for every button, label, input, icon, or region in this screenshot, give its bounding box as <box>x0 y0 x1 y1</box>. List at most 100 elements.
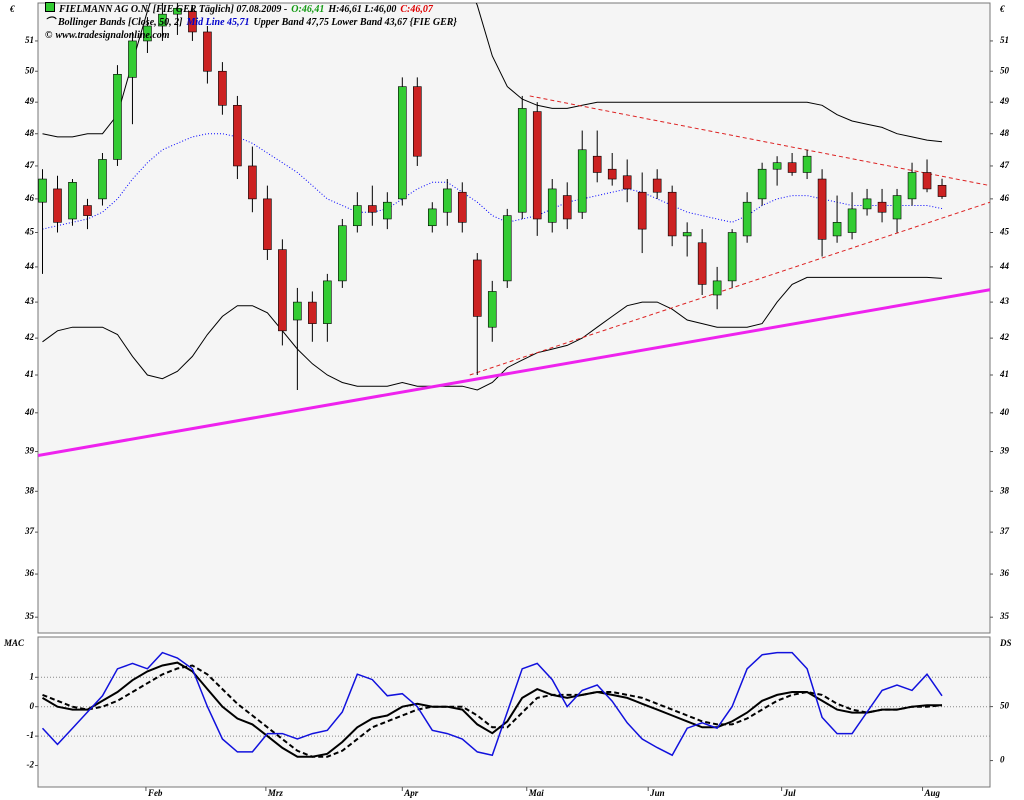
candle-body <box>607 168 617 180</box>
y2-tick-label: 0 <box>1000 755 1005 765</box>
y-tick-label: 40 <box>24 407 35 417</box>
candle-body <box>592 155 602 173</box>
y2-tick-label: 37 <box>999 526 1010 536</box>
y2-tick-label: 44 <box>999 261 1010 271</box>
y-tick-label: 41 <box>24 369 34 379</box>
y2-tick-label: 42 <box>999 332 1010 342</box>
candle-body <box>502 215 512 282</box>
indicator-line <box>42 664 943 758</box>
y2-tick-label: 45 <box>999 227 1010 237</box>
y-axis-label: MAC <box>3 638 25 648</box>
candle-body <box>517 108 527 213</box>
y-tick-label: 39 <box>24 446 35 456</box>
plot-area <box>37 2 991 634</box>
candle-body <box>667 191 677 237</box>
trend-line <box>38 288 990 457</box>
candle-body <box>203 31 212 72</box>
x-tick-label: Mrz <box>267 788 284 798</box>
candle-body <box>712 280 722 296</box>
candle-body <box>173 7 182 15</box>
axes-layer: € €35 35 36 36 37 37 38 38 39 39 40 40 41 41 42 42 43 43 44… <box>3 4 1012 798</box>
header-text: O:46,41 <box>291 4 325 15</box>
y2-tick-label: 50 <box>1000 65 1010 75</box>
candle-body <box>697 242 707 285</box>
candle-body <box>113 74 122 160</box>
candle-body <box>278 249 287 332</box>
candle-body <box>413 86 422 157</box>
candle-body <box>847 208 857 233</box>
candle-body <box>787 162 797 173</box>
candle-body <box>308 301 317 324</box>
y-tick-label: 46 <box>24 193 35 203</box>
indicator-layer <box>38 651 990 758</box>
bollinger-upper <box>42 3 943 143</box>
legend-text: Mid Line 45,71 <box>186 17 250 28</box>
candle-body <box>143 25 152 42</box>
candle-body <box>907 172 917 200</box>
bollinger-lower <box>42 276 943 391</box>
candle-body <box>922 172 932 190</box>
candle-body <box>637 191 647 230</box>
y-tick-label: 47 <box>24 160 35 170</box>
y-tick-label: 51 <box>25 35 34 45</box>
y2-tick-label: 48 <box>999 128 1010 138</box>
candle-body <box>383 201 392 220</box>
candle-body <box>457 191 467 223</box>
y-tick-label: 0 <box>30 701 35 711</box>
candle-body <box>248 165 257 200</box>
y-tick-label: 43 <box>24 296 35 306</box>
candle-body <box>338 225 347 282</box>
y-tick-label: 49 <box>24 96 35 106</box>
header-line: FIELMANN AG O.N. [FIE GER Täglich] 07.08… <box>45 2 461 16</box>
candle-body <box>427 208 437 227</box>
y2-tick-label: 39 <box>999 446 1010 456</box>
y-tick-label: 50 <box>25 65 35 75</box>
x-tick-label: Aug <box>924 788 941 798</box>
candle-body <box>68 182 77 220</box>
y-tick-label: 38 <box>24 485 35 495</box>
y-tick-label: 48 <box>24 128 35 138</box>
y-tick-label: -2 <box>27 760 35 770</box>
y2-tick-label: 43 <box>999 296 1010 306</box>
candle-body <box>577 149 587 213</box>
candle-body <box>98 159 107 200</box>
y-tick-label: 42 <box>24 332 35 342</box>
header-text: C:46,07 <box>400 4 433 15</box>
y2-tick-label: 40 <box>999 407 1010 417</box>
candle-body <box>487 291 497 328</box>
candle-body <box>562 195 572 220</box>
y2-tick-label: 36 <box>999 568 1010 578</box>
candle-body <box>652 178 662 193</box>
legend-text: Bollinger Bands [Close, 50, 2] <box>58 17 183 28</box>
candle-body <box>622 175 632 190</box>
candle-body <box>727 232 737 282</box>
x-tick-label: Jul <box>783 788 797 798</box>
source-line: © www.tradesignalonline.com <box>45 29 461 42</box>
candle-body <box>442 188 452 213</box>
x-tick-label: Apr <box>403 788 419 798</box>
trend-line <box>529 95 990 187</box>
candle-body <box>218 70 227 106</box>
candle-body <box>742 201 752 237</box>
candle-body <box>547 188 557 223</box>
y-axis-label: € <box>9 4 15 14</box>
copyright-icon: © <box>45 30 53 41</box>
candle-body <box>53 188 62 223</box>
candle-body <box>772 162 782 170</box>
y2-tick-label: 38 <box>999 485 1010 495</box>
candle-body <box>892 195 902 220</box>
x-tick-label: Mai <box>528 788 545 798</box>
candle-body <box>293 301 302 321</box>
legend-line-icon: ⌒ <box>45 17 55 28</box>
source-text: www.tradesignalonline.com <box>55 30 170 41</box>
y-tick-label: -1 <box>27 730 35 740</box>
y2-axis-label: DS <box>999 638 1012 648</box>
y2-tick-label: 47 <box>999 160 1010 170</box>
indicator-line <box>41 661 942 758</box>
y-tick-label: 36 <box>24 568 35 578</box>
candle-body <box>817 178 827 240</box>
y-tick-label: 37 <box>24 526 35 536</box>
candle-body <box>233 104 242 167</box>
candle-body <box>862 198 872 210</box>
